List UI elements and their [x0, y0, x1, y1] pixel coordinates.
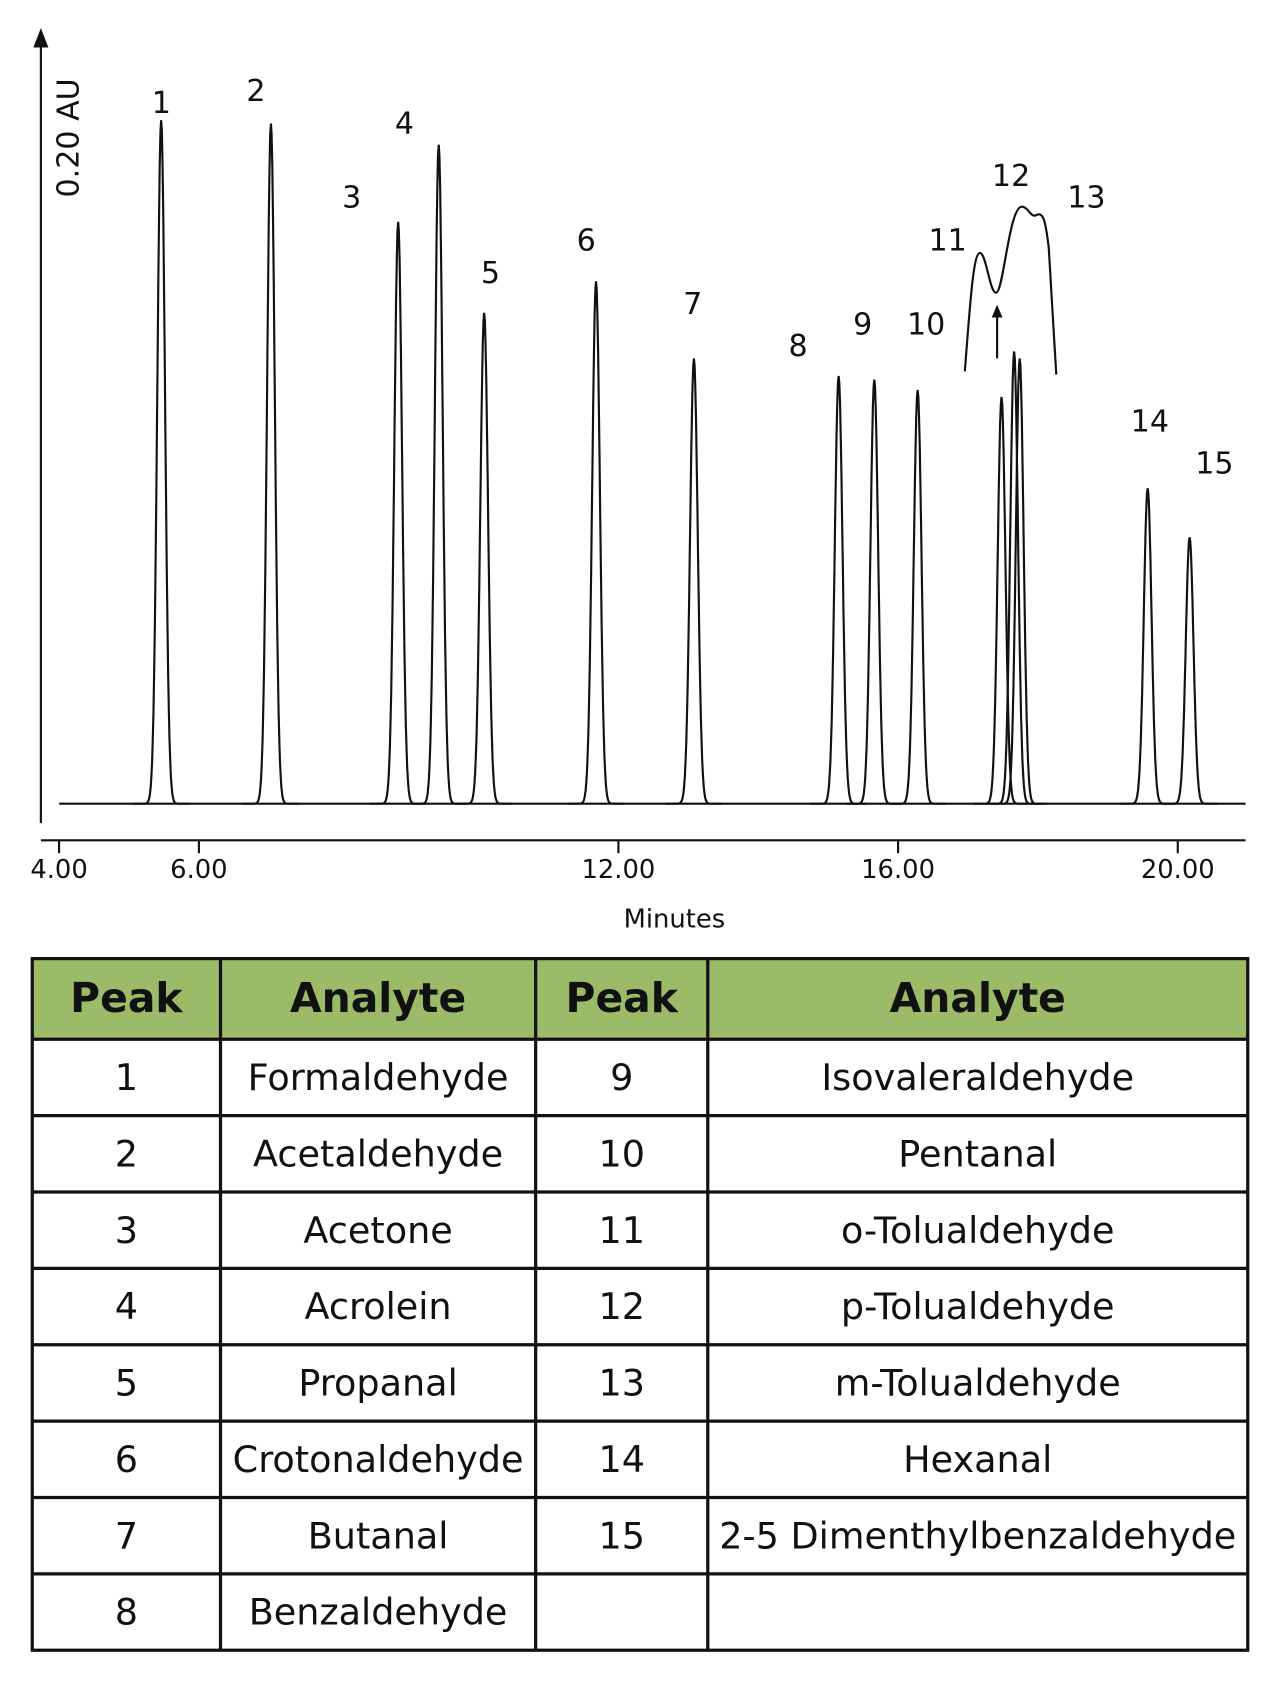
table-cell: Crotonaldehyde	[233, 1438, 524, 1481]
inset-arrowhead	[991, 304, 1003, 318]
peak	[665, 358, 722, 805]
peak-label: 6	[577, 224, 596, 259]
table-cell: 6	[115, 1438, 138, 1481]
table-header-bg	[32, 958, 1248, 1040]
table-cell: 2-5 Dimenthylbenzaldehyde	[719, 1514, 1236, 1557]
x-axis-label: Minutes	[624, 904, 726, 934]
x-tick-label: 16.00	[861, 855, 935, 885]
table-header-cell: Peak	[566, 974, 679, 1022]
table-cell: 9	[610, 1056, 633, 1099]
x-tick-label: 6.00	[170, 855, 227, 885]
peak-label: 12	[992, 159, 1030, 194]
table-cell: 3	[115, 1209, 138, 1252]
table-cell: Formaldehyde	[248, 1056, 509, 1099]
peak-label: 15	[1195, 446, 1233, 481]
peak	[973, 396, 1030, 805]
peak-label: 5	[481, 256, 500, 291]
table-cell: Acetone	[303, 1209, 452, 1252]
table-cell: 14	[598, 1438, 645, 1481]
peak	[810, 375, 867, 805]
table-cell: m-Tolualdehyde	[835, 1362, 1121, 1405]
inset-trace	[963, 205, 1058, 375]
peak	[370, 221, 427, 805]
table-cell: Propanal	[298, 1362, 457, 1405]
peak-label: 4	[395, 106, 414, 141]
table-cell: Pentanal	[898, 1132, 1057, 1175]
peak-label: 8	[789, 329, 808, 364]
peak	[568, 281, 624, 805]
table-cell: Acrolein	[305, 1285, 452, 1328]
table-cell: p-Tolualdehyde	[841, 1285, 1115, 1328]
peak-label: 3	[342, 181, 361, 216]
peak	[1161, 537, 1218, 805]
table-cell: 2	[115, 1132, 138, 1175]
peak	[846, 379, 903, 805]
table-cell: 12	[598, 1285, 645, 1328]
table-cell: Hexanal	[903, 1438, 1052, 1481]
peak-label: 7	[683, 287, 702, 322]
table-cell: Isovaleraldehyde	[821, 1056, 1134, 1099]
peak	[1119, 488, 1176, 805]
table-cell: 11	[598, 1209, 645, 1252]
table-header-cell: Peak	[70, 974, 183, 1022]
x-tick-label: 12.00	[581, 855, 655, 885]
x-tick-label: 20.00	[1141, 855, 1215, 885]
peak-label: 11	[928, 224, 966, 259]
peak-label: 1	[152, 86, 171, 121]
x-tick-label: 4.00	[30, 855, 87, 885]
table-cell: 5	[115, 1362, 138, 1405]
table-cell: 10	[598, 1132, 645, 1175]
table-header-cell: Analyte	[890, 974, 1066, 1022]
table-header-cell: Analyte	[290, 974, 466, 1022]
table-cell: Benzaldehyde	[249, 1591, 508, 1634]
peak-label: 13	[1067, 181, 1105, 216]
peak	[133, 120, 190, 805]
peak-label: 2	[246, 74, 265, 109]
peak	[242, 123, 299, 805]
y-axis-arrow	[33, 28, 49, 48]
peak	[456, 312, 513, 805]
table-cell: Acetaldehyde	[253, 1132, 503, 1175]
table-cell: o-Tolualdehyde	[841, 1209, 1115, 1252]
table: Peak Analyte Peak Analyte 1 Formaldehyde 9 Isov…	[30, 956, 1250, 1652]
table-cell: 15	[598, 1514, 645, 1557]
y-axis-label: 0.20 AU	[51, 78, 86, 197]
table-border	[30, 956, 1250, 1652]
table-cell: Butanal	[308, 1514, 449, 1557]
peak-label: 14	[1131, 404, 1169, 439]
table-cell: 4	[115, 1285, 138, 1328]
peak	[991, 358, 1048, 805]
table-cell: 8	[115, 1591, 138, 1634]
peak-label: 10	[907, 308, 945, 343]
peak-label: 9	[853, 308, 872, 343]
peak	[410, 144, 467, 805]
table-cell: 13	[598, 1362, 645, 1405]
peak	[889, 389, 946, 805]
table-cell: 7	[115, 1514, 138, 1557]
table-cell: 1	[115, 1056, 138, 1099]
